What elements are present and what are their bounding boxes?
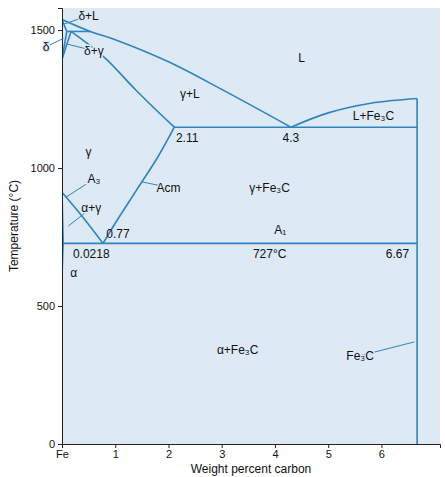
region-label: δ+L [78,9,99,23]
y-axis-tick: 1500 [31,24,62,36]
region-label: 0.0218 [73,247,110,261]
x-axis-tick-label: 1 [113,448,119,460]
boundaries [62,20,417,444]
y-axis-tick-label: 1000 [31,162,55,174]
region-label: δ [43,40,50,54]
region-label: α+γ [81,201,101,215]
region-label: 4.3 [283,131,300,145]
x-axis: Fe 1 2 3 4 5 6 [56,444,440,460]
region-label: 727°C [253,247,287,261]
y-axis-line [58,9,63,445]
y-axis-tick-mark [58,306,62,307]
x-axis-tick-label: 4 [272,448,278,460]
region-label: 0.77 [106,227,130,241]
x-axis-tick: 3 [219,444,225,460]
y-axis-tick: 500 [37,300,62,312]
y-axis-tick-label: 500 [37,300,55,312]
x-axis-tick: 6 [379,444,385,460]
x-axis-tick-label: Fe [56,448,69,460]
region-label: A₃ [87,172,100,186]
phase-boundary [291,99,417,128]
phase-boundary [174,126,417,128]
region-label: A₁ [274,223,286,237]
region-label: 2.11 [176,131,199,145]
x-axis-title: Weight percent carbon [191,462,312,476]
y-axis-tick-label: 1500 [31,24,55,36]
phase-boundary [63,243,417,245]
x-axis-tick: 1 [113,444,119,460]
x-axis-tick-label: 6 [379,448,385,460]
x-axis-tick: Fe [56,444,69,460]
y-axis-tick-mark [58,30,62,31]
region-label: γ+L [180,87,200,101]
annotations: δ+L δ δ+γ Lγ+L L+Fe₃C 2.11 4.3 γ A₃ Acm γ+Fe₃C α+γ 0… [43,9,415,363]
y-axis-title: Temperature (°C) [7,180,21,272]
phase-boundary [62,31,71,59]
y-axis-tick-mark [58,444,62,445]
phase-boundary [62,192,103,243]
y-axis-tick-mark [58,168,62,169]
region-label: α+Fe₃C [217,343,259,357]
x-axis-tick-label: 2 [166,448,172,460]
y-axis-tick: 0 [49,438,62,450]
chart: Fe 1 2 3 4 5 6 0 500 1000 1500 Weight percent carbo… [0,0,445,477]
x-axis-tick-label: 5 [326,448,332,460]
region-label: L+Fe₃C [353,109,395,123]
x-axis-tick: 2 [166,444,172,460]
phase-boundary [416,99,418,444]
y-axis-tick-label: 0 [49,438,55,450]
region-label: γ [86,145,92,159]
x-axis-tick: 4 [272,444,278,460]
y-axis-tick: 1000 [31,162,62,174]
phase-boundary [62,20,291,128]
region-label: 6.67 [386,247,410,261]
x-axis-tick-label: 3 [219,448,225,460]
x-axis-tick: 5 [326,444,332,460]
region-label: α [70,266,77,280]
region-label: Acm [156,181,180,195]
region-label: Fe₃C [346,349,374,363]
region-label: δ+γ [84,44,104,58]
region-label: γ+Fe₃C [249,181,290,195]
plot-area [62,8,440,444]
phase-boundary [71,31,174,127]
region-label: L [298,51,305,65]
y-axis: 0 500 1000 1500 [31,9,63,451]
